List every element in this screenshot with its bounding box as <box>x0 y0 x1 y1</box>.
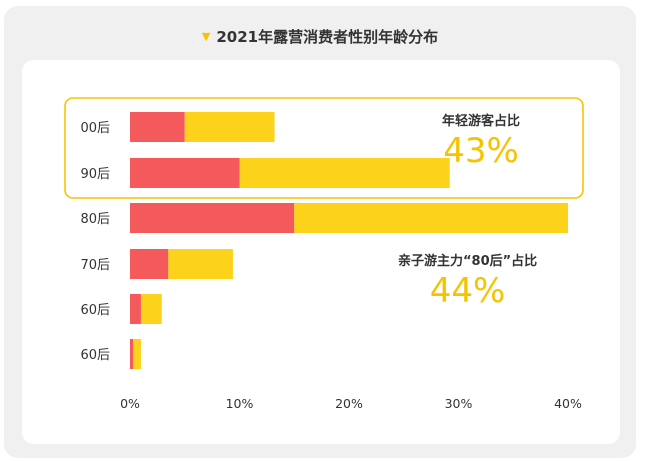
x-tick-label: 20% <box>335 396 363 411</box>
callout-young-label: 年轻游客占比 <box>442 114 521 129</box>
callout-young-value: 43% <box>443 131 519 171</box>
category-label: 00后 <box>80 121 110 136</box>
x-tick-label: 40% <box>554 396 582 411</box>
triangle-down-icon: ▼ <box>201 30 211 43</box>
category-label: 60后 <box>80 348 110 363</box>
x-tick-label: 30% <box>445 396 473 411</box>
chart-title-row: ▼ 2021年露营消费者性别年龄分布 <box>4 26 636 47</box>
bar-segment <box>130 249 169 279</box>
bar-segment <box>130 158 240 188</box>
category-label: 60后 <box>80 303 110 318</box>
category-label: 90后 <box>80 167 110 182</box>
category-label: 80后 <box>80 212 110 227</box>
bar-segment <box>130 203 295 233</box>
bar-chart: 00后 90后 80后 70后 60后 60后 0% 10% 20% 30% 40% <box>64 97 584 411</box>
highlight-box <box>64 97 584 199</box>
category-label: 70后 <box>80 258 110 273</box>
bar-segment <box>133 339 141 369</box>
bar-segment <box>130 339 134 369</box>
bar-segment <box>239 158 450 188</box>
x-tick-label: 10% <box>226 396 254 411</box>
chart-title: 2021年露营消费者性别年龄分布 <box>216 28 439 46</box>
x-tick-label: 0% <box>120 396 140 411</box>
bar-segment <box>184 112 275 142</box>
chart-panel: 00后 90后 80后 70后 60后 60后 0% 10% 20% 30% 40% 年轻游客占比 … <box>22 60 620 444</box>
callout-family-value: 44% <box>429 271 506 311</box>
callout-young: 年轻游客占比 43% <box>442 110 520 170</box>
callout-family: 亲子游主力“80后”占比 44% <box>398 250 537 310</box>
bar-segment <box>294 203 568 233</box>
bar-segment <box>140 294 162 324</box>
chart-card: ▼ 2021年露营消费者性别年龄分布 00后 90后 80后 70后 60后 60后 0% 10… <box>4 6 636 458</box>
bar-segment <box>130 112 185 142</box>
bar-segment <box>168 249 233 279</box>
bar-segment <box>130 294 141 324</box>
callout-family-label: 亲子游主力“80后”占比 <box>398 254 538 269</box>
